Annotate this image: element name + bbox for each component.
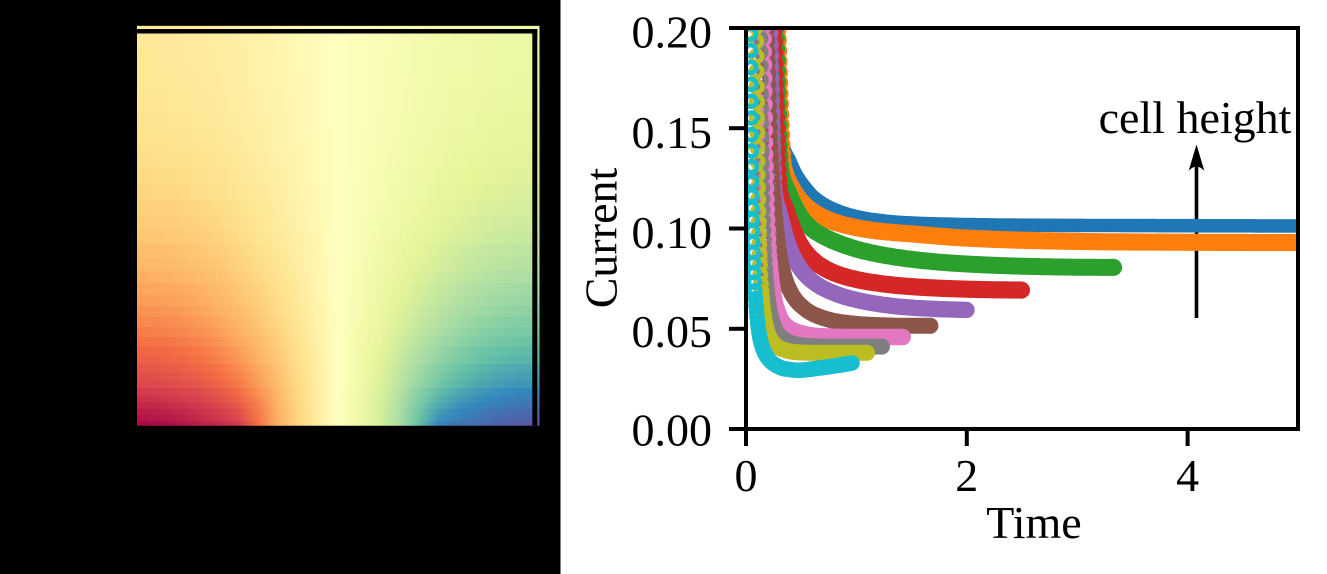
svg-text:Current: Current — [576, 168, 627, 309]
svg-text:0.15: 0.15 — [632, 107, 713, 158]
svg-text:0: 0 — [735, 450, 758, 501]
svg-text:0.00: 0.00 — [632, 405, 713, 456]
svg-text:0.05: 0.05 — [632, 306, 713, 357]
svg-text:4: 4 — [1176, 450, 1199, 501]
svg-text:0.20: 0.20 — [632, 7, 713, 58]
svg-text:2: 2 — [955, 450, 978, 501]
svg-text:Time: Time — [986, 497, 1081, 548]
svg-text:cell height: cell height — [1099, 92, 1292, 143]
svg-text:0.10: 0.10 — [632, 207, 713, 258]
